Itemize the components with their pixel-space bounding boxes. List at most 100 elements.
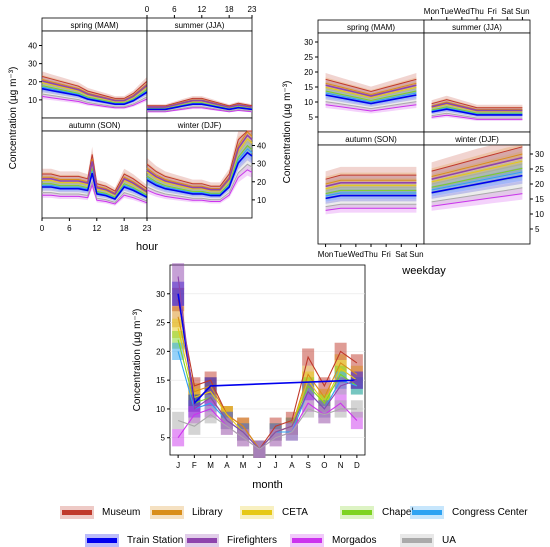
series-line-train-station: [146, 151, 253, 197]
x-tick-label: 6: [172, 5, 177, 14]
series-line-chapel: [431, 106, 523, 114]
series-line-train-station: [325, 94, 417, 105]
series-line-train-station: [431, 174, 523, 194]
series-line-museum: [147, 97, 253, 107]
series-line-firefighters: [41, 80, 148, 102]
legend-label: CETA: [282, 507, 308, 518]
y-tick-label: 5: [535, 225, 540, 234]
series-line-ceta: [431, 160, 523, 183]
y-tick-label: 10: [156, 405, 165, 414]
band-chapel: [431, 103, 523, 116]
series-line-museum: [431, 99, 523, 109]
band-train-station: [325, 90, 417, 107]
band-congress-center: [325, 88, 417, 106]
x-tick-label: Thu: [470, 7, 484, 16]
series-line-ceta: [146, 138, 253, 192]
x-tick-label: Sun: [515, 7, 529, 16]
y-tick-label: 10: [28, 96, 37, 105]
band-library: [325, 77, 417, 99]
band-museum: [147, 131, 252, 190]
legend-item: UA: [400, 534, 456, 547]
x-tick-label: Fri: [487, 7, 497, 16]
legend-swatch: [85, 534, 119, 547]
series-line-morgados: [42, 183, 148, 205]
legend-item: Library: [150, 506, 223, 519]
legend-swatch: [400, 534, 434, 547]
band-train-station: [42, 85, 147, 106]
panel-title: spring (MAM): [70, 21, 118, 30]
series-line-congress-center: [325, 192, 417, 197]
x-tick-label: 0: [145, 5, 150, 14]
series-line-morgados: [431, 193, 523, 207]
x-tick-label: A: [289, 461, 295, 470]
series-line-chapel: [41, 85, 148, 104]
series-line-chapel: [42, 168, 148, 198]
y-tick-label: 40: [257, 142, 266, 151]
series-line-firefighters: [177, 276, 358, 451]
series-line-train-station: [431, 108, 523, 116]
series-line-ceta: [431, 103, 523, 112]
legend-label: Chapel: [382, 507, 414, 518]
series-line-ua: [431, 112, 523, 119]
y-tick-label: 5: [309, 113, 314, 122]
legend-label: Library: [192, 507, 223, 518]
legend-label: Museum: [102, 507, 141, 518]
series-line-chapel: [146, 144, 253, 194]
series-line-chapel: [325, 189, 417, 195]
series-line-ua: [431, 187, 523, 203]
y-tick-label: 25: [535, 165, 544, 174]
band-ua: [431, 111, 523, 120]
series-line-ua: [147, 106, 253, 112]
y-tick-label: 5: [161, 434, 166, 443]
series-line-train-station: [42, 172, 148, 201]
series-line-museum: [325, 174, 417, 180]
series-line-congress-center: [325, 92, 417, 103]
panel-title: summer (JJA): [175, 21, 225, 30]
band-ua: [431, 181, 523, 207]
series-line-ua: [177, 408, 357, 450]
x-axis-title: month: [252, 479, 283, 491]
series-line-library: [42, 159, 148, 194]
band-firefighters: [325, 79, 417, 101]
legend-swatch: [185, 534, 219, 547]
y-axis-title: Concentration (µg m⁻³): [132, 309, 143, 412]
series-line-museum: [177, 299, 358, 451]
series-line-museum: [41, 75, 148, 99]
series-line-train-station: [41, 87, 148, 105]
series-line-library: [146, 131, 253, 189]
x-tick-label: Sat: [395, 250, 408, 259]
y-tick-label: 20: [304, 68, 313, 77]
legend-item: Firefighters: [185, 534, 277, 547]
x-tick-label: 18: [225, 5, 234, 14]
y-tick-label: 15: [535, 195, 544, 204]
series-line-firefighters: [431, 102, 523, 112]
series-line-chapel: [431, 167, 523, 188]
series-line-ua: [41, 93, 148, 108]
y-tick-label: 25: [304, 53, 313, 62]
y-tick-label: 20: [28, 78, 37, 87]
series-line-morgados: [41, 95, 148, 109]
band-ceta: [431, 151, 523, 190]
legend-item: Chapel: [340, 506, 414, 519]
legend-label: Morgados: [332, 535, 377, 546]
series-line-morgados: [146, 169, 253, 202]
x-tick-label: D: [354, 461, 360, 470]
legend-swatch: [410, 506, 444, 519]
series-line-museum: [146, 130, 252, 187]
band-museum: [325, 166, 417, 187]
series-line-train-station: [177, 293, 357, 405]
legend-swatch: [340, 506, 374, 519]
x-tick-label: 12: [197, 5, 206, 14]
y-axis-title: Concentration (µg m⁻³): [282, 81, 293, 184]
series-line-museum: [431, 146, 523, 172]
legend-swatch: [290, 534, 324, 547]
error-box: [172, 342, 185, 360]
legend-item: Morgados: [290, 534, 376, 547]
series-line-morgados: [325, 104, 417, 112]
legend-label: Train Station: [127, 535, 184, 546]
series-line-train-station: [325, 194, 417, 200]
x-axis-title: hour: [136, 241, 158, 253]
series-line-museum: [325, 78, 417, 93]
x-tick-label: A: [224, 461, 230, 470]
